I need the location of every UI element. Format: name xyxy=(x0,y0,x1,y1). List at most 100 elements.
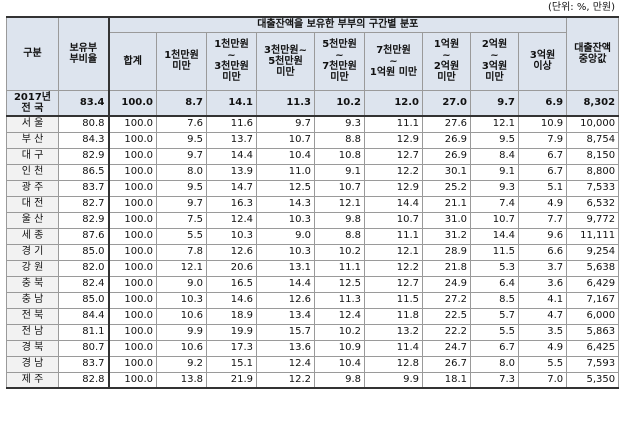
median-cell: 6,532 xyxy=(566,195,620,213)
distribution-cell: 9.6 xyxy=(517,227,568,245)
distribution-cell: 11.3 xyxy=(314,291,365,309)
median-cell: 6,425 xyxy=(566,339,620,357)
holding-rate-cell: 82.9 xyxy=(58,211,110,229)
holding-rate-cell: 85.0 xyxy=(58,243,110,261)
distribution-cell: 10.8 xyxy=(314,147,365,165)
distribution-cell: 9.7 xyxy=(156,147,207,165)
distribution-cell: 100.0 xyxy=(108,147,157,165)
distribution-cell: 9.8 xyxy=(314,211,365,229)
header-bin-2: 1천만원 ~ 3천만원 미만 xyxy=(206,31,257,91)
region-label: 대 구 xyxy=(6,147,59,165)
distribution-cell: 9.0 xyxy=(156,275,207,293)
holding-rate-cell: 84.4 xyxy=(58,307,110,325)
distribution-cell: 14.6 xyxy=(206,291,257,309)
distribution-cell: 14.1 xyxy=(206,89,257,117)
header-holding-rate: 보유부 부비율 xyxy=(58,16,109,91)
distribution-cell: 13.8 xyxy=(156,371,207,389)
table-row: 충 북 82.4 100.0 9.0 16.5 14.4 12.5 12.7 24.9 6.4 3.… xyxy=(6,275,620,293)
distribution-cell: 10.3 xyxy=(256,211,315,229)
distribution-cell: 10.4 xyxy=(256,147,315,165)
table-row: 서 울 80.8 100.0 7.6 11.6 9.7 9.3 11.1 27.6 12.1 10.… xyxy=(6,115,620,133)
holding-rate-cell: 80.7 xyxy=(58,339,110,357)
median-cell: 7,533 xyxy=(566,179,620,197)
distribution-cell: 100.0 xyxy=(108,179,157,197)
distribution-cell: 4.9 xyxy=(517,339,568,357)
distribution-cell: 11.4 xyxy=(364,339,423,357)
distribution-cell: 100.0 xyxy=(108,163,157,181)
distribution-cell: 6.9 xyxy=(517,89,568,117)
distribution-cell: 3.6 xyxy=(517,275,568,293)
holding-rate-cell: 83.4 xyxy=(58,89,110,117)
distribution-cell: 9.2 xyxy=(156,355,207,373)
distribution-cell: 10.2 xyxy=(314,323,365,341)
region-label: 2017년 전 국 xyxy=(6,89,59,117)
distribution-cell: 8.7 xyxy=(156,89,207,117)
table-row: 제 주 82.8 100.0 13.8 21.9 12.2 9.8 9.9 18.1 7.3 7.0… xyxy=(6,371,620,389)
holding-rate-cell: 82.8 xyxy=(58,371,110,389)
table-row: 강 원 82.0 100.0 12.1 20.6 13.1 11.1 12.2 21.8 5.3 3… xyxy=(6,259,620,277)
distribution-cell: 16.3 xyxy=(206,195,257,213)
median-cell: 8,302 xyxy=(566,89,620,117)
header-bin-5: 7천만원 ~ 1억원 미만 xyxy=(364,31,423,91)
distribution-cell: 12.6 xyxy=(256,291,315,309)
table-row: 대 구 82.9 100.0 9.7 14.4 10.4 10.8 12.7 26.9 8.4 6.… xyxy=(6,147,620,165)
distribution-cell: 100.0 xyxy=(108,323,157,341)
distribution-cell: 9.5 xyxy=(156,179,207,197)
holding-rate-cell: 87.6 xyxy=(58,227,110,245)
distribution-cell: 6.4 xyxy=(470,275,519,293)
distribution-cell: 10.7 xyxy=(364,211,423,229)
distribution-cell: 9.5 xyxy=(470,131,519,149)
distribution-cell: 26.9 xyxy=(422,131,471,149)
distribution-cell: 6.7 xyxy=(470,339,519,357)
table-row: 경 남 83.7 100.0 9.2 15.1 12.4 10.4 12.8 26.7 8.0 5.… xyxy=(6,355,620,373)
distribution-cell: 25.2 xyxy=(422,179,471,197)
distribution-cell: 31.2 xyxy=(422,227,471,245)
region-label: 전 남 xyxy=(6,323,59,341)
distribution-cell: 5.7 xyxy=(470,307,519,325)
distribution-cell: 28.9 xyxy=(422,243,471,261)
distribution-cell: 12.8 xyxy=(364,355,423,373)
distribution-cell: 13.2 xyxy=(364,323,423,341)
distribution-cell: 3.7 xyxy=(517,259,568,277)
header-region: 구분 xyxy=(6,16,59,91)
header-median: 대출잔액 중앙값 xyxy=(566,16,620,91)
distribution-cell: 10.3 xyxy=(206,227,257,245)
distribution-cell: 100.0 xyxy=(108,211,157,229)
region-label: 전 북 xyxy=(6,307,59,325)
distribution-cell: 10.3 xyxy=(256,243,315,261)
distribution-cell: 12.1 xyxy=(314,195,365,213)
distribution-cell: 13.9 xyxy=(206,163,257,181)
unit-note: (단위: %, 만원) xyxy=(547,2,615,13)
table-row: 경 기 85.0 100.0 7.8 12.6 10.3 10.2 12.1 28.9 11.5 6… xyxy=(6,243,620,261)
distribution-cell: 5.5 xyxy=(156,227,207,245)
distribution-cell: 12.1 xyxy=(156,259,207,277)
header-bin-6: 1억원 ~ 2억원 미만 xyxy=(422,31,471,91)
table-row: 세 종 87.6 100.0 5.5 10.3 9.0 8.8 11.1 31.2 14.4 9.6… xyxy=(6,227,620,245)
table-row: 인 천 86.5 100.0 8.0 13.9 11.0 9.1 12.2 30.1 9.1 6.7… xyxy=(6,163,620,181)
distribution-cell: 15.7 xyxy=(256,323,315,341)
distribution-cell: 8.4 xyxy=(470,147,519,165)
header-distribution-group: 대출잔액을 보유한 부부의 구간별 분포 xyxy=(107,16,568,33)
distribution-cell: 9.1 xyxy=(314,163,365,181)
table-row: 울 산 82.9 100.0 7.5 12.4 10.3 9.8 10.7 31.0 10.7 7.… xyxy=(6,211,620,229)
distribution-cell: 100.0 xyxy=(108,275,157,293)
distribution-cell: 100.0 xyxy=(108,259,157,277)
distribution-cell: 14.4 xyxy=(470,227,519,245)
table-row: 전 북 84.4 100.0 10.6 18.9 13.4 12.4 11.8 22.5 5.7 4… xyxy=(6,307,620,325)
distribution-cell: 100.0 xyxy=(108,355,157,373)
distribution-cell: 7.0 xyxy=(517,371,568,389)
region-label: 인 천 xyxy=(6,163,59,181)
distribution-cell: 11.8 xyxy=(364,307,423,325)
holding-rate-cell: 82.4 xyxy=(58,275,110,293)
distribution-cell: 14.3 xyxy=(256,195,315,213)
distribution-cell: 9.0 xyxy=(256,227,315,245)
distribution-cell: 16.5 xyxy=(206,275,257,293)
distribution-cell: 9.3 xyxy=(470,179,519,197)
distribution-cell: 5.5 xyxy=(517,355,568,373)
distribution-cell: 12.4 xyxy=(256,355,315,373)
distribution-cell: 3.5 xyxy=(517,323,568,341)
distribution-cell: 100.0 xyxy=(108,195,157,213)
region-label: 제 주 xyxy=(6,371,59,389)
distribution-cell: 11.3 xyxy=(256,89,315,117)
distribution-cell: 5.3 xyxy=(470,259,519,277)
